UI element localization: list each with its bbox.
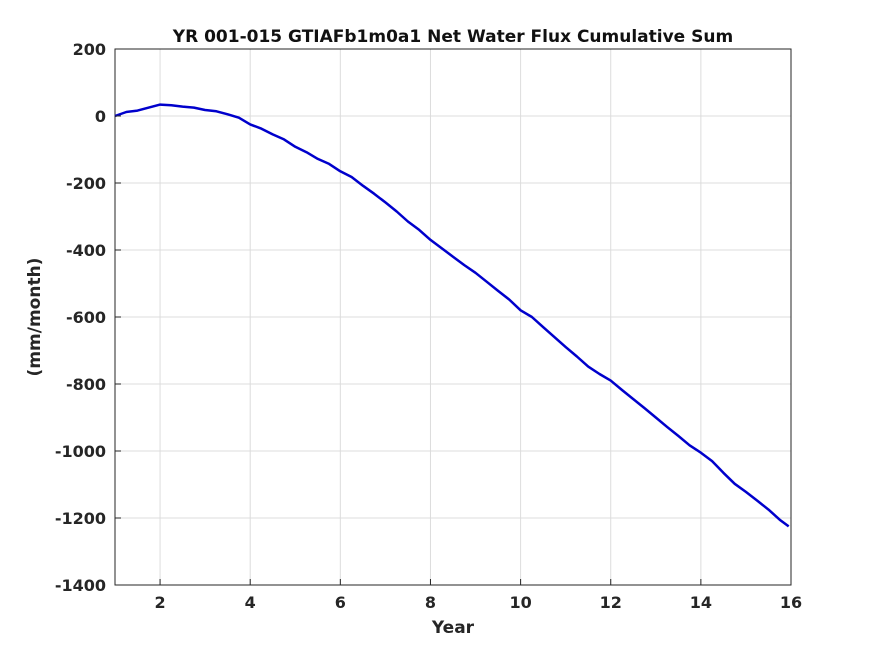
y-tick-label: -200 [66,174,106,193]
y-tick-label: -400 [66,241,106,260]
y-tick-label: 200 [73,40,106,59]
x-tick-label: 4 [245,593,256,612]
x-tick-label: 16 [780,593,802,612]
y-tick-label: -1200 [55,509,106,528]
y-tick-label: -800 [66,375,106,394]
x-tick-label: 10 [509,593,531,612]
y-tick-label: -600 [66,308,106,327]
y-tick-label: 0 [95,107,106,126]
x-tick-label: 6 [335,593,346,612]
grid [115,48,792,586]
y-axis: 200 0 -200 -400 -600 -800 -1000 -1200 -1400 [55,40,121,595]
x-tick-label: 14 [690,593,712,612]
x-tick-label: 12 [600,593,622,612]
y-axis-label: (mm/month) [25,258,45,377]
x-axis: 2 4 6 8 10 12 14 16 [154,579,802,612]
series-line [114,103,790,528]
x-axis-label: Year [431,618,475,638]
x-tick-label: 2 [154,593,165,612]
series-layer [114,103,790,528]
chart-title: YR 001-015 GTIAFb1m0a1 Net Water Flux Cu… [172,27,733,47]
y-tick-label: -1000 [55,442,106,461]
x-tick-label: 8 [425,593,436,612]
y-tick-label: -1400 [55,576,106,595]
